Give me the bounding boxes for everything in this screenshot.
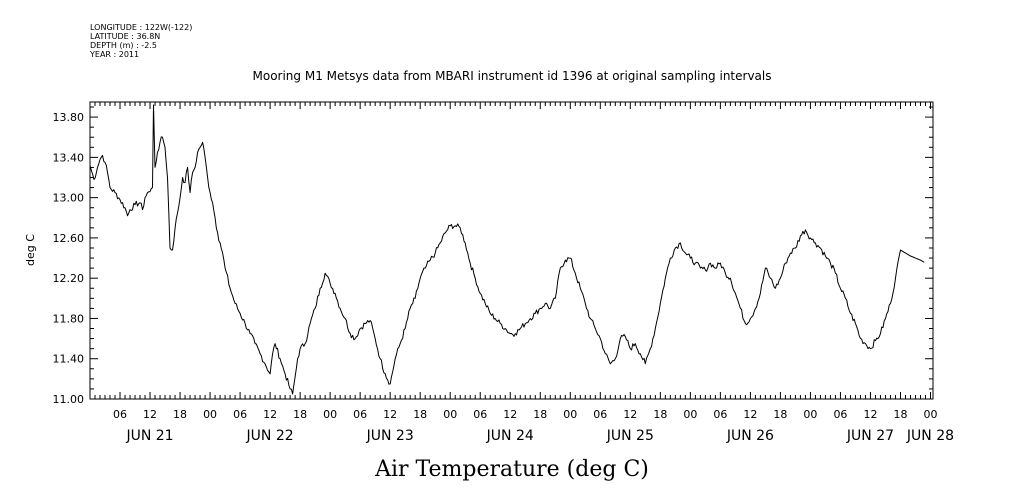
- y-tick-labels: 11.00 11.40 11.80 12.20 12.60 13.00 13.40 13.80: [53, 111, 85, 406]
- day-label: JUN 23: [366, 428, 414, 444]
- plot-frame: [89, 101, 934, 400]
- y-tick-label: 11.40: [53, 353, 85, 366]
- y-tick-label: 13.00: [53, 192, 85, 205]
- x-tick-label: 06: [353, 408, 367, 421]
- day-label: JUN 22: [246, 428, 294, 444]
- series-line-air-temperature: [89, 104, 925, 395]
- y-tick-label: 12.20: [53, 272, 85, 285]
- day-labels: JUN 21 JUN 22 JUN 23 JUN 24 JUN 25 JUN 26 JUN …: [125, 428, 954, 444]
- x-tick-label: 00: [683, 408, 697, 421]
- x-axis-label: Air Temperature (deg C): [374, 457, 649, 482]
- x-tick-label: 12: [143, 408, 157, 421]
- x-tick-label: 12: [743, 408, 757, 421]
- day-label: JUN 28: [906, 428, 954, 444]
- y-tick-label: 11.80: [53, 312, 85, 325]
- x-tick-label: 00: [923, 408, 937, 421]
- day-label: JUN 25: [606, 428, 654, 444]
- x-tick-label: 06: [233, 408, 247, 421]
- day-label: JUN 26: [726, 428, 774, 444]
- x-tick-label: 18: [773, 408, 787, 421]
- y-tick-label: 12.60: [53, 232, 85, 245]
- y-tick-label: 13.40: [53, 151, 85, 164]
- x-tick-label: 00: [563, 408, 577, 421]
- day-label: JUN 21: [125, 428, 173, 444]
- x-tick-label: 12: [503, 408, 517, 421]
- x-tick-label: 06: [113, 408, 127, 421]
- chart-title: Mooring M1 Metsys data from MBARI instru…: [253, 69, 772, 83]
- x-tick-label: 12: [623, 408, 637, 421]
- x-tick-label: 18: [893, 408, 907, 421]
- x-tick-label: 06: [833, 408, 847, 421]
- x-tick-label: 18: [293, 408, 307, 421]
- x-tick-label: 18: [653, 408, 667, 421]
- x-tick-label: 12: [383, 408, 397, 421]
- x-tick-label: 18: [533, 408, 547, 421]
- x-tick-label: 00: [323, 408, 337, 421]
- meta-latitude: LATITUDE : 36.8N: [90, 32, 160, 41]
- x-tick-label: 00: [443, 408, 457, 421]
- x-tick-label: 06: [473, 408, 487, 421]
- x-tick-label: 18: [173, 408, 187, 421]
- meta-block: LONGITUDE : 122W(-122) LATITUDE : 36.8N …: [89, 23, 192, 59]
- x-tick-label: 00: [803, 408, 817, 421]
- meta-longitude: LONGITUDE : 122W(-122): [90, 23, 192, 32]
- x-tick-label: 12: [263, 408, 277, 421]
- x-tick-label: 18: [413, 408, 427, 421]
- meta-depth: DEPTH (m) : -2.5: [90, 41, 157, 50]
- y-tick-label: 11.00: [53, 393, 85, 406]
- x-tick-label: 00: [203, 408, 217, 421]
- x-tick-labels: 06 12 18 00 06 12 18 00 06 12 18 00 06 12 18 00 06 12 18 00…: [113, 408, 937, 421]
- x-tick-label: 12: [863, 408, 877, 421]
- tick-marks: [89, 102, 933, 400]
- meta-year: YEAR : 2011: [89, 50, 139, 59]
- x-tick-label: 06: [593, 408, 607, 421]
- day-label: JUN 27: [846, 428, 894, 444]
- x-tick-label: 06: [713, 408, 727, 421]
- day-label: JUN 24: [486, 428, 534, 444]
- y-tick-label: 13.80: [53, 111, 85, 124]
- y-axis-label: deg C: [24, 234, 37, 266]
